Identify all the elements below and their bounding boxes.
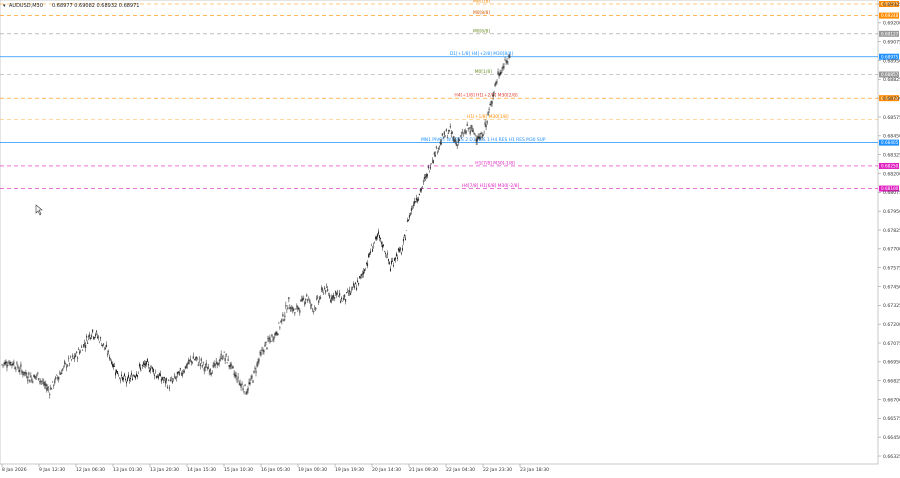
level-price-tag (879, 53, 899, 60)
x-tick-label: 12 Jan 06:30 (76, 467, 105, 473)
y-tick-label: 0.69325 (883, 2, 900, 8)
x-tick-label: 8 Jan 2026 (2, 467, 27, 473)
level-price-tag (879, 30, 899, 37)
y-tick-label: 0.68825 (883, 77, 900, 83)
y-tick-label: 0.66825 (883, 378, 900, 384)
x-tick-label: 15 Jan 10:30 (224, 467, 253, 473)
y-tick-label: 0.68700 (883, 96, 900, 102)
time-axis: 8 Jan 2026 9 Jan 12:30 12 Jan 06:30 13 Jan … (1, 464, 549, 473)
x-tick-label: 20 Jan 14:30 (372, 467, 401, 473)
level-label: H4[7/8] H1[6/8] M30[-2/8] (462, 183, 520, 189)
level-price-tag (879, 12, 899, 19)
level-price-tag (879, 1, 899, 7)
plot-frame (0, 0, 879, 465)
level-label: H1[7/8] M30[-1/8] (475, 160, 515, 166)
y-tick-label: 0.69075 (883, 39, 900, 45)
y-tick-label: 0.67825 (883, 228, 900, 234)
level-price-tag (879, 139, 899, 146)
y-tick-label: 0.67075 (883, 341, 900, 347)
level-label: D1[+1/8] H4[+2/8] M30[8/8] (450, 51, 514, 57)
level-label: H1[+1/8] M30[1/8] (467, 114, 509, 120)
level-price-tag (879, 162, 899, 169)
ohlc-readout: 0.68977 0.69082 0.68932 0.68971 (52, 3, 139, 9)
y-tick-label: 0.67325 (883, 303, 900, 309)
level-price-tag-label: 0.68700 (881, 96, 899, 101)
x-tick-label: 22 Jan 23:30 (483, 467, 512, 473)
candles (1, 53, 511, 399)
x-tick-label: 19 Jan 00:30 (298, 467, 327, 473)
y-tick-label: 0.66575 (883, 416, 900, 422)
level-price-tag (879, 95, 899, 102)
level-label: M0[1/8] (475, 69, 492, 75)
level-price-tag-label: 0.69248 (881, 13, 899, 18)
x-tick-label: 13 Jan 20:30 (150, 467, 179, 473)
x-tick-label: 14 Jan 15:30 (187, 467, 216, 473)
x-tick-label: 21 Jan 09:30 (409, 467, 438, 473)
level-label: M0[6/8] (473, 28, 490, 34)
level-price-tag (879, 71, 899, 78)
level-label: M0[1/8] (473, 0, 490, 5)
x-tick-label: 23 Jan 18:30 (520, 467, 549, 473)
x-tick-label: 13 Jan 01:30 (113, 467, 142, 473)
level-price-tag-label: 0.68250 (881, 164, 899, 169)
level-price-tag-label: 0.68857 (881, 72, 899, 77)
symbol-label: AUDUSD,M30 (9, 3, 43, 9)
x-tick-label: 22 Jan 04:30 (446, 467, 475, 473)
symbol-icon: ▾ (3, 3, 6, 9)
x-tick-label: 9 Jan 12:30 (39, 467, 65, 473)
x-tick-label: 19 Jan 19:30 (335, 467, 364, 473)
y-tick-label: 0.68325 (883, 152, 900, 158)
x-tick-label: 16 Jan 05:30 (261, 467, 290, 473)
level-label: H4[+1/8] H1[+2/8] M30[2/8] (454, 93, 517, 99)
y-tick-label: 0.68075 (883, 190, 900, 196)
chart-header: ▾ AUDUSD,M30 0.68977 0.69082 0.68932 0.6… (3, 3, 139, 9)
level-label: MN1 PIVOT W1 RES 2 D1 RES 1 H4 RES H1 RE… (421, 137, 546, 143)
level-price-tag-label: 0.68975 (881, 54, 899, 59)
level-price-tag-label: 0.69127 (881, 31, 899, 36)
level-price-tag-label: 0.68100 (881, 186, 899, 191)
level-price-tag (879, 185, 899, 192)
y-tick-label: 0.66325 (883, 454, 900, 460)
level-price-tag-label: 0.69325 (881, 2, 899, 7)
mouse-cursor-icon (35, 204, 43, 216)
level-price-tag-label: 0.68405 (881, 140, 899, 145)
y-tick-label: 0.68575 (883, 115, 900, 121)
level-label: M0[8/8] (473, 10, 490, 16)
y-tick-label: 0.67575 (883, 265, 900, 271)
level-lines: M0[1/8] 0.69325 M0[8/8] 0.69248 M0[6/8] 0.691… (0, 0, 899, 192)
